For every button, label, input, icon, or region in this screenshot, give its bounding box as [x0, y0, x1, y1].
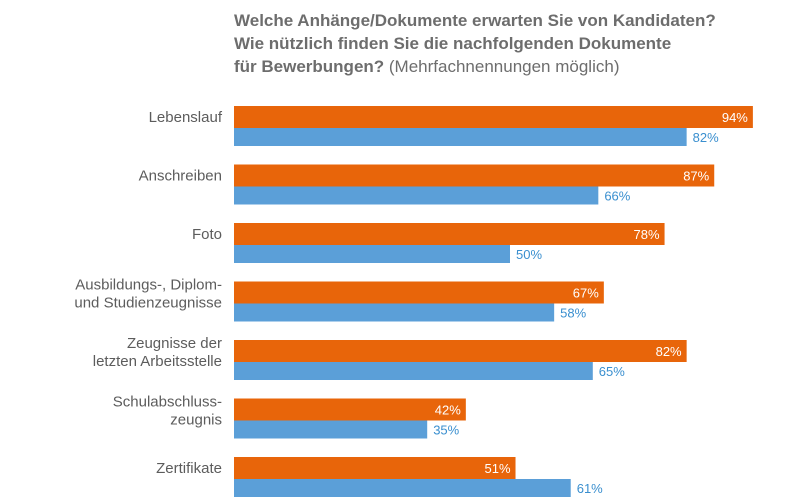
- data-label-series1: 94%: [722, 110, 748, 125]
- title-line-2: Wie nützlich finden Sie die nachfolgende…: [234, 34, 672, 53]
- data-label-series2: 66%: [604, 189, 630, 204]
- data-label-series1: 67%: [573, 286, 599, 301]
- bar-series1: [234, 281, 604, 304]
- bar-series1: [234, 457, 516, 479]
- bar-series1: [234, 223, 665, 245]
- category-label: Anschreiben: [139, 168, 222, 185]
- bar-series2: [234, 245, 510, 263]
- bar-series1: [234, 340, 687, 362]
- category-label: Lebenslauf: [149, 109, 223, 126]
- category-label: Zeugnisse der: [127, 335, 222, 352]
- bar-series1: [234, 106, 753, 128]
- category-label: Foto: [192, 226, 222, 243]
- data-label-series2: 35%: [433, 423, 459, 438]
- bar-series2: [234, 186, 599, 205]
- bar-series2: [234, 420, 428, 439]
- data-label-series2: 61%: [577, 481, 603, 496]
- data-label-series1: 87%: [683, 169, 709, 184]
- bar-series1: [234, 398, 466, 421]
- chart-title: Welche Anhänge/Dokumente erwarten Sie vo…: [234, 9, 794, 78]
- data-label-series1: 51%: [484, 461, 510, 476]
- bar-series2: [234, 362, 593, 380]
- category-label: Ausbildungs-, Diplom-: [75, 277, 222, 294]
- bar-series2: [234, 128, 687, 146]
- data-label-series2: 50%: [516, 247, 542, 262]
- data-label-series2: 82%: [693, 130, 719, 145]
- data-label-series2: 65%: [599, 364, 625, 379]
- bar-series2: [234, 479, 571, 497]
- category-label: Schulabschluss-: [113, 394, 222, 411]
- category-label: letzten Arbeitsstelle: [93, 353, 222, 370]
- bar-series2: [234, 303, 555, 322]
- category-label: und Studienzeugnisse: [74, 295, 222, 312]
- category-label: zeugnis: [170, 412, 222, 429]
- title-line-1: Welche Anhänge/Dokumente erwarten Sie vo…: [234, 11, 716, 30]
- data-label-series1: 42%: [435, 403, 461, 418]
- title-line-3-note: (Mehrfachnennungen möglich): [384, 57, 620, 76]
- title-line-3-bold: für Bewerbungen?: [234, 57, 385, 76]
- data-label-series1: 82%: [656, 344, 682, 359]
- bar-series1: [234, 164, 715, 187]
- data-label-series1: 78%: [634, 227, 660, 242]
- data-label-series2: 58%: [560, 306, 586, 321]
- category-label: Zertifikate: [156, 460, 222, 477]
